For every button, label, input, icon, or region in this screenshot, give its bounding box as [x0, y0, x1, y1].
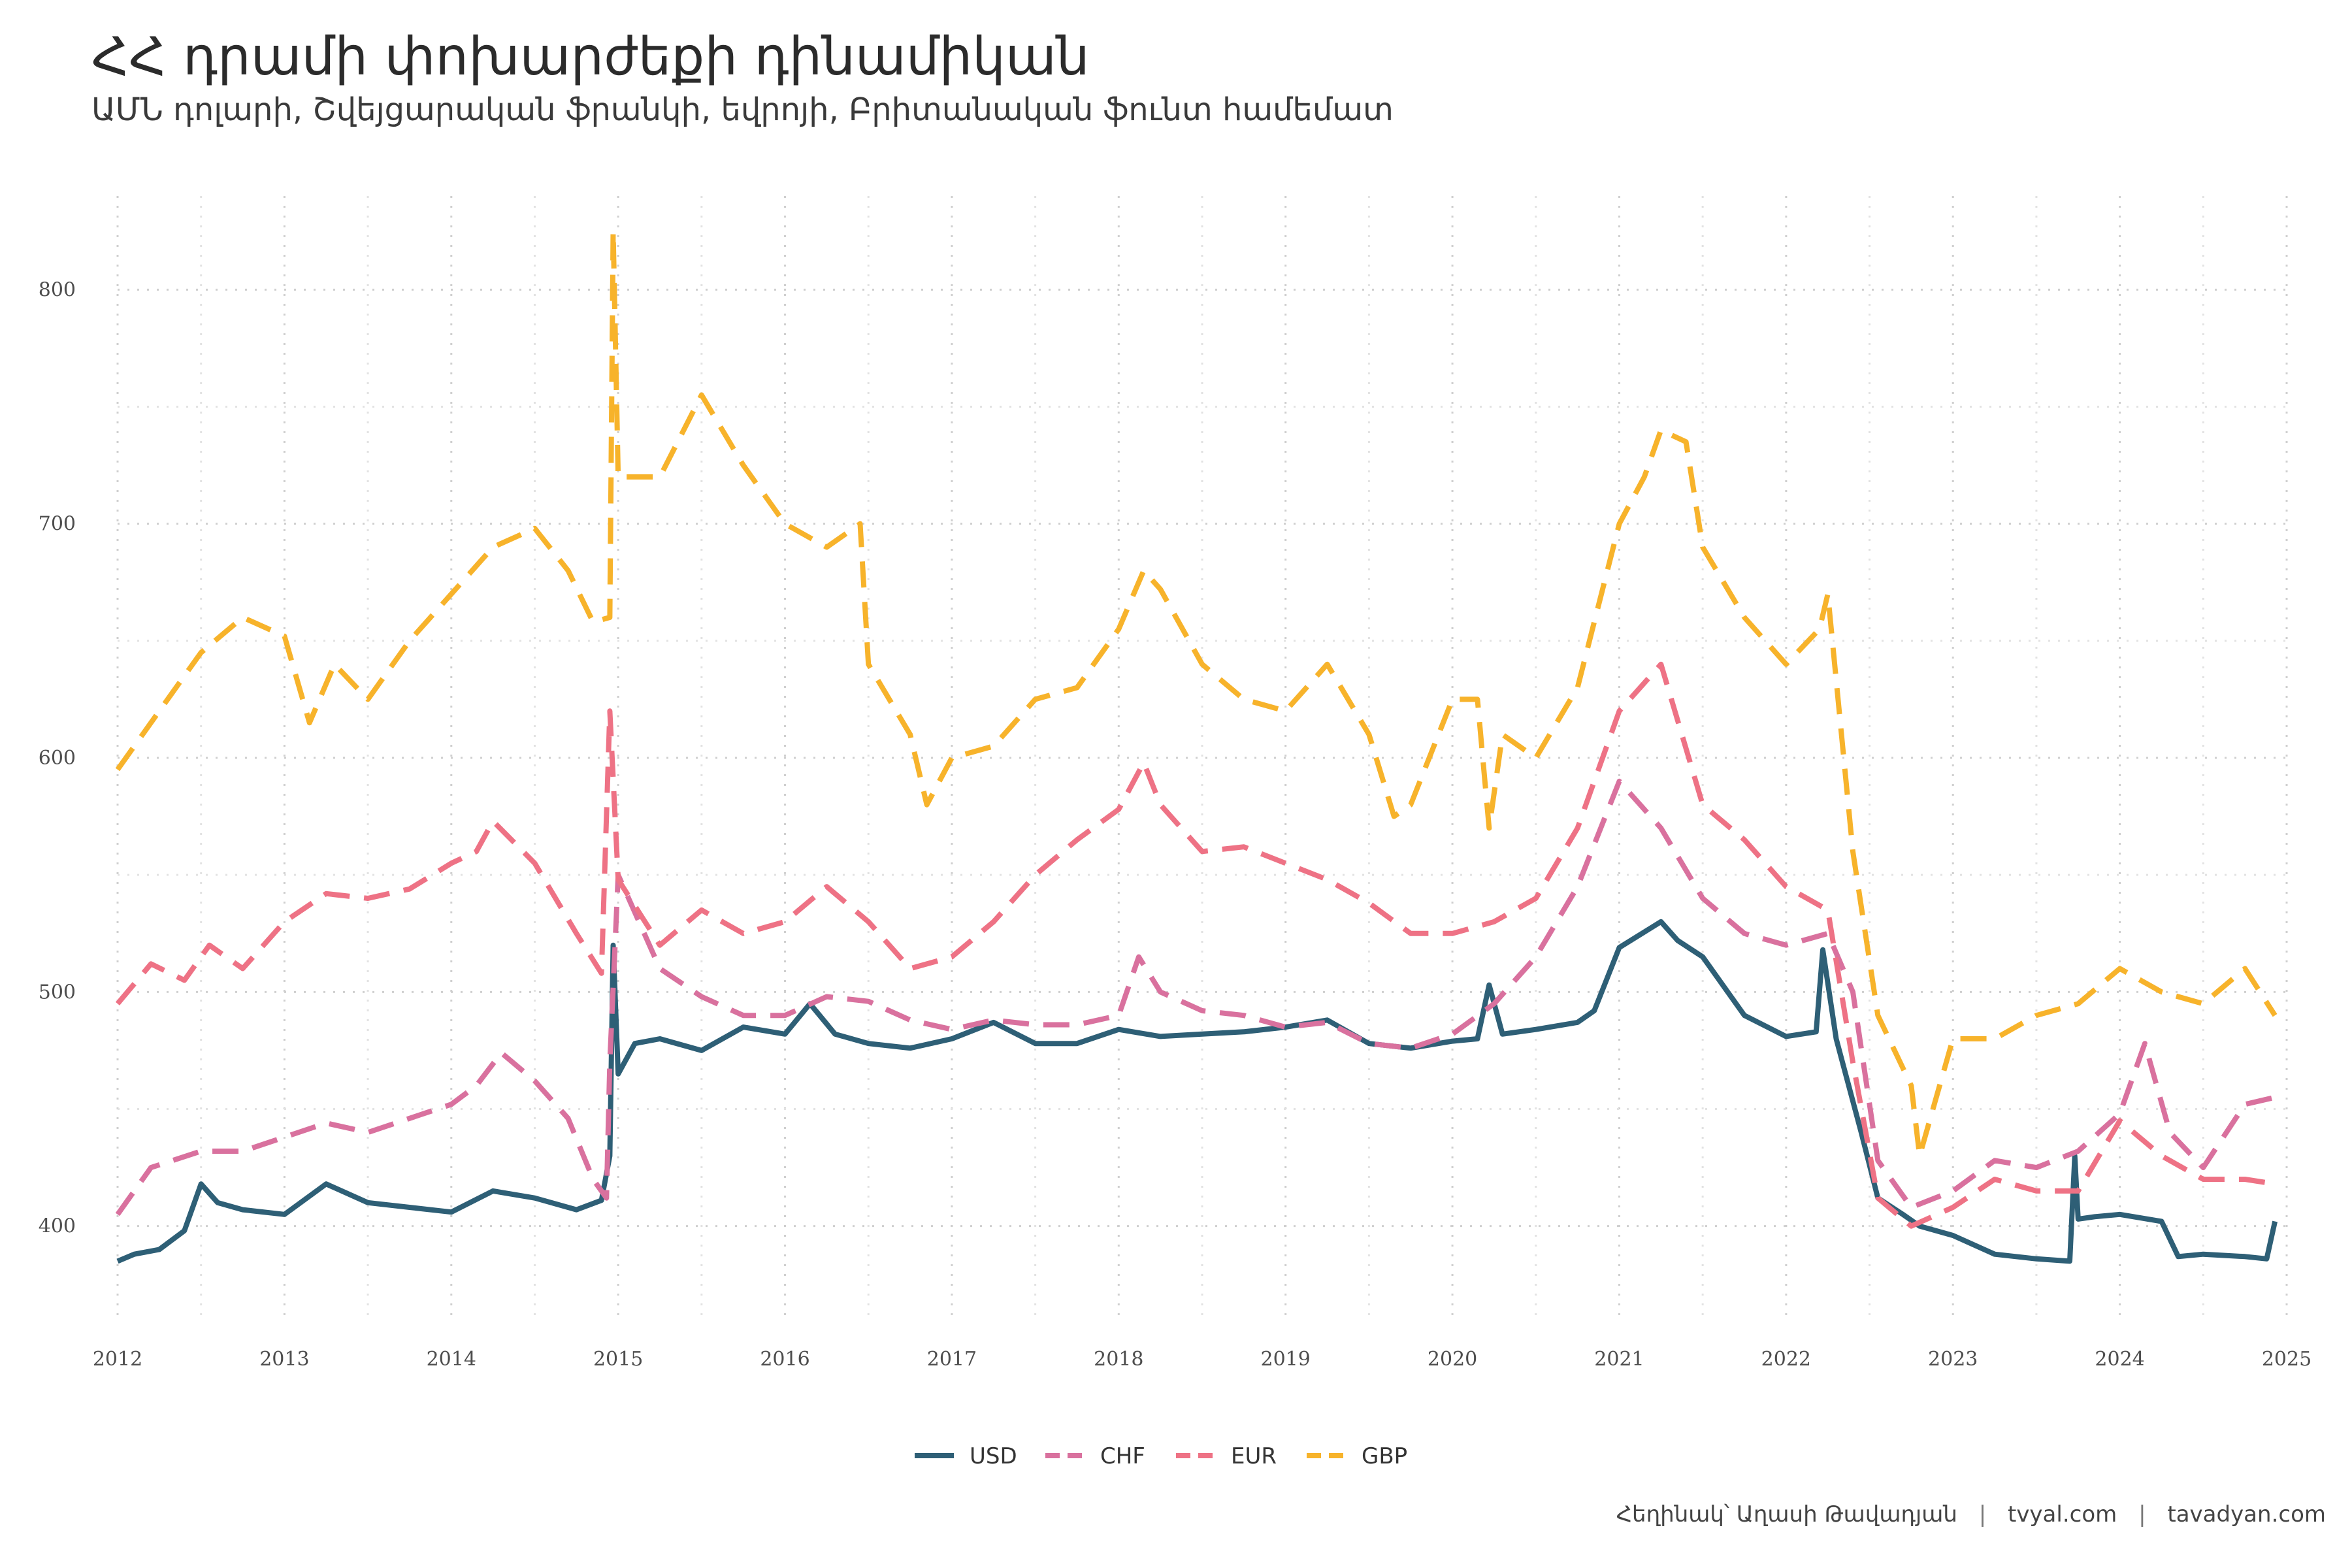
- caption: Հեղինակ՝ Աղասի Թավադյան | tvyal.com | ta…: [1616, 1501, 2326, 1527]
- grid: [116, 196, 2288, 1320]
- x-tick-label: 2016: [760, 1348, 809, 1371]
- x-tick-label: 2013: [259, 1348, 309, 1371]
- x-tick-label: 2023: [1928, 1348, 1978, 1371]
- x-tick-label: 2020: [1428, 1348, 1477, 1371]
- x-tick-label: 2021: [1594, 1348, 1644, 1371]
- chart-subtitle: ԱՄՆ դոլարի, Շվեյցարական ֆրանկի, եվրոյի, …: [91, 91, 1394, 128]
- series-line-gbp: [115, 228, 2278, 1159]
- legend-label-eur: EUR: [1231, 1443, 1277, 1469]
- y-tick-label: 700: [39, 513, 76, 536]
- legend-label-usd: USD: [970, 1443, 1017, 1469]
- axis-labels: 2012 2013 2014 2015 2016 2017 2018 2019 2020 2021…: [39, 278, 2311, 1371]
- x-tick-label: 2022: [1761, 1348, 1811, 1371]
- y-tick-label: 800: [39, 278, 76, 301]
- caption-separator: |: [2138, 1501, 2146, 1527]
- x-tick-label: 2014: [427, 1348, 476, 1371]
- legend-label-chf: CHF: [1100, 1443, 1145, 1469]
- chart-title: ՀՀ դրամի փոխարժեքի դինամիկան: [91, 26, 1090, 87]
- x-tick-label: 2018: [1094, 1348, 1143, 1371]
- x-tick-label: 2017: [927, 1348, 977, 1371]
- x-tick-label: 2025: [2262, 1348, 2311, 1371]
- x-tick-label: 2015: [593, 1348, 643, 1371]
- y-tick-label: 600: [39, 747, 76, 770]
- legend-label-gbp: GBP: [1362, 1443, 1407, 1469]
- y-tick-label: 500: [39, 981, 76, 1004]
- series-line-eur: [115, 661, 2276, 1229]
- legend: USD CHF EUR GBP: [915, 1443, 1407, 1469]
- x-tick-label: 2019: [1261, 1348, 1311, 1371]
- caption-site-1: tvyal.com: [2007, 1501, 2117, 1527]
- caption-separator: |: [1978, 1501, 1987, 1527]
- x-tick-label: 2012: [93, 1348, 142, 1371]
- x-tick-label: 2024: [2095, 1348, 2144, 1371]
- series-line-chf: [115, 778, 2276, 1217]
- y-tick-label: 400: [39, 1215, 76, 1238]
- caption-author: Հեղինակ՝ Աղասի Թավադյան: [1616, 1501, 1957, 1527]
- series-lines: [115, 228, 2278, 1264]
- caption-site-2: tavadyan.com: [2167, 1501, 2326, 1527]
